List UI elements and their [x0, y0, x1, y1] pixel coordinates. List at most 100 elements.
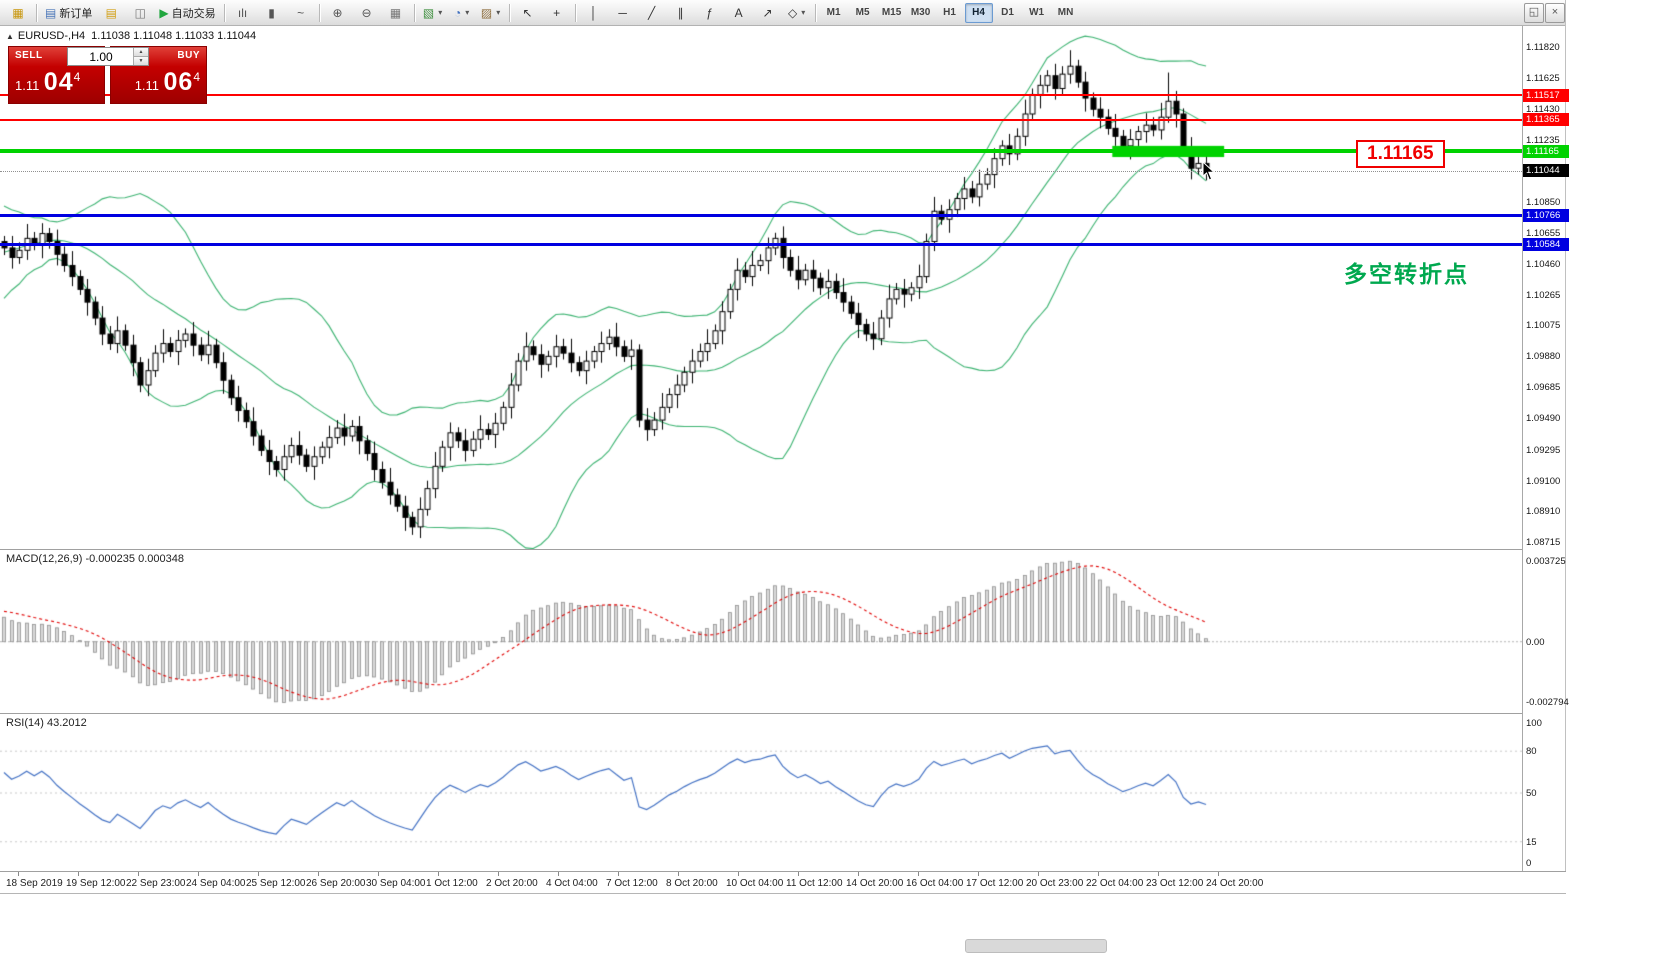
bar-chart-icon: ılı	[237, 5, 248, 20]
tile-windows-icon[interactable]: ▦	[382, 2, 410, 24]
price-axis-tick: 1.09880	[1526, 351, 1561, 363]
app-icon[interactable]: ▦	[4, 2, 32, 24]
buy-price-pips: 06	[163, 68, 194, 96]
zoom-out-icon: ⊖	[361, 5, 372, 20]
restore-window-button[interactable]: ◱	[1524, 3, 1544, 23]
app-icon: ▦	[12, 5, 24, 20]
buy-price-prefix: 1.11	[134, 78, 160, 93]
hline-object[interactable]	[0, 118, 1522, 121]
auto-trading-button-label: 自动交易	[171, 7, 216, 20]
timeframe-m5-button[interactable]: M5	[855, 7, 870, 18]
rsi-indicator-label: RSI(14) 43.2012	[6, 717, 87, 729]
time-axis-label: 18 Sep 2019	[6, 878, 63, 889]
rsi-axis-tick: 80	[1526, 746, 1537, 758]
price-chart-canvas[interactable]	[0, 26, 1522, 549]
zoom-in-icon[interactable]: ⊕	[324, 2, 352, 24]
toolbar-separator	[36, 3, 37, 22]
vertical-line-icon: │	[589, 5, 598, 20]
line-chart-icon[interactable]: ~	[287, 2, 315, 24]
timeframe-h4-button[interactable]: H4	[964, 2, 993, 23]
price-callout[interactable]: 1.11165	[1356, 140, 1445, 168]
navigator-icon[interactable]: ◫	[126, 2, 154, 24]
macd-panel-separator[interactable]	[0, 549, 1566, 550]
text-tool-icon[interactable]: A	[725, 2, 753, 24]
hline-object[interactable]	[0, 213, 1522, 217]
time-axis[interactable]: 18 Sep 2019 19 Sep 12:00 22 Sep 23:00 24 Se…	[0, 871, 1566, 893]
volume-increase-button[interactable]: ▲	[133, 48, 148, 56]
fibonacci-icon[interactable]: ƒ	[696, 2, 724, 24]
time-axis-tick	[1158, 872, 1159, 876]
time-axis-tick	[378, 872, 379, 876]
hline-object[interactable]	[0, 149, 1522, 154]
macd-canvas[interactable]	[0, 551, 1522, 713]
shapes-button[interactable]: ◇ ▾	[783, 2, 811, 24]
profiles-icon: ◔	[453, 5, 462, 20]
crosshair-tool-icon[interactable]: +	[543, 2, 571, 24]
time-axis-tick	[978, 872, 979, 876]
toolbar-separator	[574, 3, 576, 22]
axis-price-label: 1.10584	[1523, 237, 1569, 251]
arrow-tool-icon[interactable]: ↗	[754, 2, 782, 24]
sell-price: 1.11 044	[15, 68, 80, 97]
zoom-in-icon: ⊕	[332, 5, 343, 20]
channel-icon[interactable]: ∥	[667, 2, 695, 24]
time-axis-tick	[198, 872, 199, 876]
templates-button[interactable]: ▨ ▾	[477, 2, 505, 24]
bar-chart-icon[interactable]: ılı	[229, 2, 257, 24]
time-axis-label: 16 Oct 04:00	[906, 878, 964, 889]
cursor-tool-icon[interactable]: ↖	[514, 2, 542, 24]
time-axis-label: 8 Oct 20:00	[666, 878, 718, 889]
new-chart-icon: ▧	[422, 5, 435, 20]
time-axis-tick	[438, 872, 439, 876]
timeframe-d1-button[interactable]: D1	[1001, 7, 1014, 18]
fibonacci-icon: ƒ	[706, 5, 713, 20]
time-axis-tick	[258, 872, 259, 876]
chevron-down-icon: ▾	[438, 8, 443, 17]
time-axis-tick	[918, 872, 919, 876]
market-watch-icon[interactable]: ▤	[97, 2, 125, 24]
arrow-tool-icon: ↗	[762, 5, 773, 20]
candlestick-chart-icon[interactable]: ▮	[258, 2, 286, 24]
rsi-canvas[interactable]	[0, 715, 1522, 871]
toolbar-separator	[223, 3, 225, 22]
rsi-axis-tick: 100	[1526, 718, 1542, 730]
hline-object[interactable]	[0, 242, 1522, 246]
volume-decrease-button[interactable]: ▼	[133, 56, 148, 65]
profiles-button[interactable]: ◔ ▾	[448, 2, 476, 24]
cn-note-text[interactable]: 多空转折点	[1344, 261, 1469, 287]
axis-price-label: 1.11165	[1523, 144, 1569, 158]
trendline-icon[interactable]: ╱	[638, 2, 666, 24]
market-watch-icon: ▤	[105, 5, 118, 20]
price-axis-tick: 1.10850	[1526, 196, 1561, 208]
timeframe-w1-button[interactable]: W1	[1029, 7, 1045, 18]
time-axis-label: 24 Oct 20:00	[1206, 878, 1264, 889]
timeframe-m30-button[interactable]: M30	[910, 7, 931, 18]
horizontal-line-icon[interactable]: ─	[609, 2, 637, 24]
sell-label: SELL	[15, 50, 43, 61]
price-axis-tick: 1.10460	[1526, 258, 1561, 270]
new-chart-button[interactable]: ▧ ▾	[419, 2, 447, 24]
price-axis-tick: 1.11430	[1526, 104, 1560, 116]
time-axis-tick	[1038, 872, 1039, 876]
timeframe-mn-button[interactable]: MN	[1057, 7, 1074, 18]
macd-axis-tick: 0.00	[1526, 636, 1545, 648]
new-order-icon: ▤	[45, 5, 57, 20]
taskbar-peek	[965, 939, 1107, 953]
one-click-trading-panel: SELL 1.11 044 BUY 1.11 064 1.00 ▲ ▼	[8, 46, 207, 104]
zoom-out-icon[interactable]: ⊖	[353, 2, 381, 24]
time-axis-tick	[618, 872, 619, 876]
timeframe-m1-button[interactable]: M1	[826, 7, 841, 18]
volume-input[interactable]: 1.00 ▲ ▼	[67, 47, 149, 66]
auto-trading-button[interactable]: ▶ 自动交易	[155, 2, 219, 24]
time-axis-tick	[678, 872, 679, 876]
hline-object[interactable]	[0, 94, 1522, 97]
vertical-line-icon[interactable]: │	[580, 2, 608, 24]
collapse-one-click-icon[interactable]: ▲	[6, 32, 14, 41]
auto-trading-icon: ▶	[159, 5, 169, 20]
timeframe-m15-button[interactable]: M15	[881, 7, 902, 18]
toolbar-separator	[318, 3, 320, 22]
rsi-panel-separator[interactable]	[0, 713, 1566, 714]
close-window-button[interactable]: ×	[1545, 3, 1565, 23]
timeframe-h1-button[interactable]: H1	[943, 7, 956, 18]
new-order-button[interactable]: ▤ 新订单	[41, 2, 96, 24]
